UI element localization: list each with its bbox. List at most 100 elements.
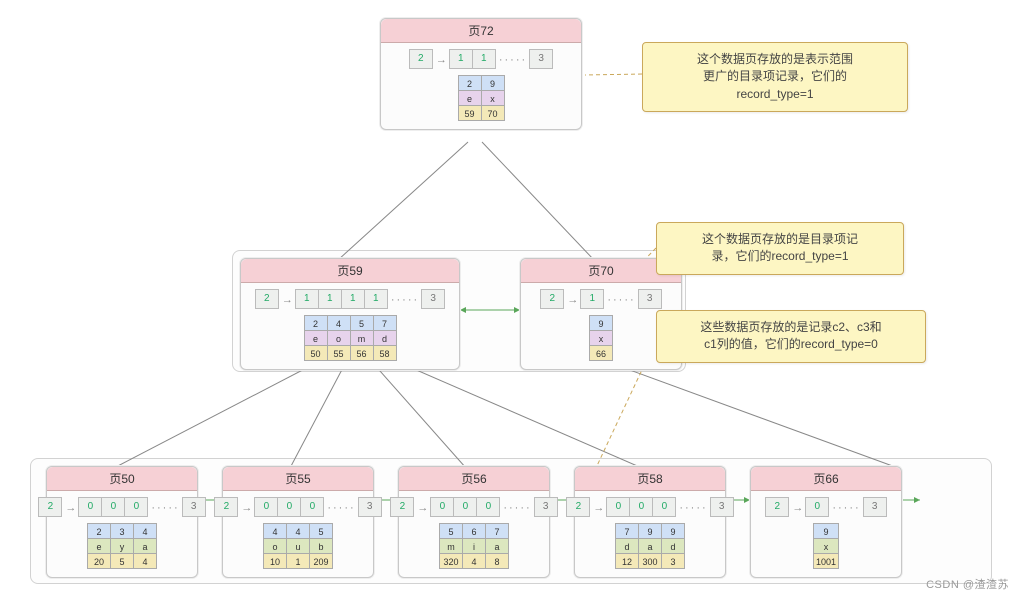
header-slot: 2 (38, 497, 62, 517)
record-cell: 7 (615, 523, 639, 539)
header-slot: 0 (124, 497, 148, 517)
header-slot-end: 3 (421, 289, 445, 309)
record-cell: 4 (133, 523, 157, 539)
record-col: 9d3 (661, 523, 685, 569)
ellipsis: ····· (829, 499, 863, 517)
record-cell: o (327, 330, 351, 346)
header-slot: 0 (300, 497, 324, 517)
record-cell: 4 (286, 523, 310, 539)
record-cell: 209 (309, 553, 333, 569)
record-cell: b (309, 538, 333, 554)
header-slot-end: 3 (529, 49, 553, 69)
page-title: 页56 (399, 467, 549, 491)
ellipsis: ····· (604, 291, 638, 309)
arrow-icon: → (238, 499, 255, 517)
header-slot: 2 (214, 497, 238, 517)
header-slot: 1 (449, 49, 473, 69)
header-slot: 0 (78, 497, 102, 517)
page-title: 页58 (575, 467, 725, 491)
ellipsis: ····· (500, 499, 534, 517)
ellipsis: ····· (388, 291, 422, 309)
record-col: 9a300 (638, 523, 662, 569)
header-slot: 1 (364, 289, 388, 309)
record-col: 9x70 (481, 75, 505, 121)
ellipsis: ····· (676, 499, 710, 517)
record-cell: y (110, 538, 134, 554)
record-col: 5m320 (439, 523, 463, 569)
callout: 这个数据页存放的是表示范围 更广的目录项记录，它们的 record_type=1 (642, 42, 908, 112)
header-slot: 1 (580, 289, 604, 309)
page-title: 页50 (47, 467, 197, 491)
record-cell: 12 (615, 553, 639, 569)
record-cell: m (350, 330, 374, 346)
record-cell: 10 (263, 553, 287, 569)
header-slot: 1 (318, 289, 342, 309)
header-slot: 2 (765, 497, 789, 517)
record-cell: 320 (439, 553, 463, 569)
record-cell: 55 (327, 345, 351, 361)
record-cell: 4 (462, 553, 486, 569)
record-cell: 9 (481, 75, 505, 91)
arrow-icon: → (789, 499, 806, 517)
arrow-icon: → (279, 291, 296, 309)
record-cell: 9 (813, 523, 839, 539)
record-cell: 5 (439, 523, 463, 539)
header-slot: 2 (566, 497, 590, 517)
record-col: 3y5 (110, 523, 134, 569)
record-col: 4o10 (263, 523, 287, 569)
page-title: 页55 (223, 467, 373, 491)
record-cell: u (286, 538, 310, 554)
header-slot: 0 (805, 497, 829, 517)
page-页56: 页562→000·····35m3206i47a8 (398, 466, 550, 578)
record-col: 4a4 (133, 523, 157, 569)
arrow-icon: → (590, 499, 607, 517)
ellipsis: ····· (148, 499, 182, 517)
record-cell: o (263, 538, 287, 554)
header-slot: 0 (453, 497, 477, 517)
header-slot: 1 (472, 49, 496, 69)
ellipsis: ····· (496, 51, 530, 69)
record-col: 7d58 (373, 315, 397, 361)
record-col: 5b209 (309, 523, 333, 569)
header-slot-end: 3 (638, 289, 662, 309)
header-slot: 2 (540, 289, 564, 309)
record-cell: e (458, 90, 482, 106)
record-cell: 7 (485, 523, 509, 539)
header-slot-end: 3 (710, 497, 734, 517)
header-slot: 1 (295, 289, 319, 309)
header-slot: 2 (409, 49, 433, 69)
record-col: 4u1 (286, 523, 310, 569)
record-cell: d (661, 538, 685, 554)
record-cell: 9 (638, 523, 662, 539)
record-col: 2e20 (87, 523, 111, 569)
header-slot: 0 (476, 497, 500, 517)
record-cell: d (373, 330, 397, 346)
record-cell: 2 (87, 523, 111, 539)
record-cell: a (485, 538, 509, 554)
callout: 这个数据页存放的是目录项记 录，它们的record_type=1 (656, 222, 904, 275)
header-slot: 1 (341, 289, 365, 309)
record-cell: x (481, 90, 505, 106)
record-cell: 4 (133, 553, 157, 569)
page-页50: 页502→000·····32e203y54a4 (46, 466, 198, 578)
header-slot: 0 (606, 497, 630, 517)
record-cell: 66 (589, 345, 613, 361)
page-title: 页66 (751, 467, 901, 491)
record-col: 4o55 (327, 315, 351, 361)
record-cell: m (439, 538, 463, 554)
header-slot-end: 3 (863, 497, 887, 517)
header-slot: 0 (101, 497, 125, 517)
header-slot: 0 (277, 497, 301, 517)
record-cell: 7 (373, 315, 397, 331)
record-cell: a (133, 538, 157, 554)
record-cell: 5 (110, 553, 134, 569)
record-cell: 9 (661, 523, 685, 539)
record-cell: d (615, 538, 639, 554)
header-slot-end: 3 (182, 497, 206, 517)
page-页59: 页592→1111·····32e504o555m567d58 (240, 258, 460, 370)
record-cell: 5 (350, 315, 374, 331)
record-col: 2e59 (458, 75, 482, 121)
record-cell: 9 (589, 315, 613, 331)
arrow-icon: → (433, 51, 450, 69)
record-cell: 59 (458, 105, 482, 121)
